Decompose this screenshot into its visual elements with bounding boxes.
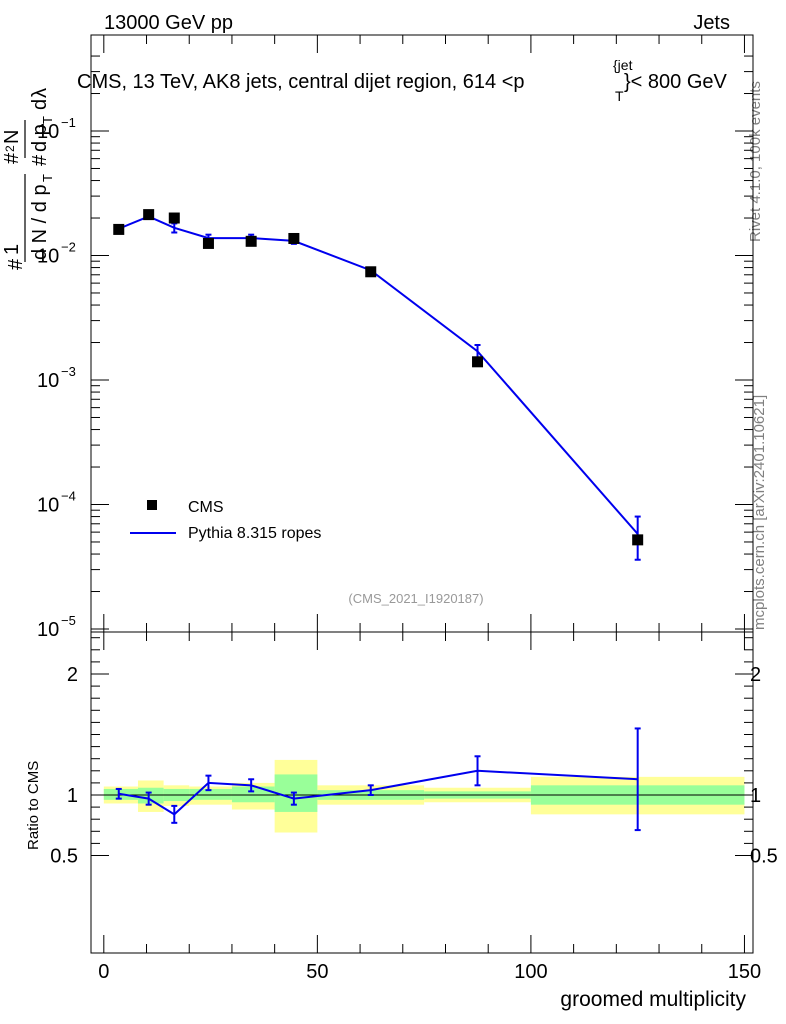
cms-data-point	[632, 534, 644, 546]
title-sup: {jet	[613, 57, 633, 73]
svg-text:2: 2	[3, 145, 17, 152]
title-main: CMS, 13 TeV, AK8 jets, central dijet reg…	[77, 71, 525, 93]
x-tick-label: 150	[728, 961, 761, 983]
y-tick-exponent: −5	[61, 613, 76, 628]
cms-data-point	[245, 235, 257, 247]
legend-cms-marker	[147, 500, 157, 510]
cms-data-point	[143, 209, 155, 221]
svg-text:d N / d p: d N / d p	[29, 184, 51, 260]
ratio-panel: 0.5 0.5 1 1 2 2 0 50 100 150	[50, 631, 778, 983]
legend-cms-label: CMS	[188, 499, 224, 516]
y-tick-exponent: −2	[61, 240, 76, 255]
ratio-frame	[90, 631, 754, 954]
y-tick-label: 10	[37, 121, 59, 143]
legend: CMS Pythia 8.315 ropes	[130, 499, 321, 542]
legend-pythia-label: Pythia 8.315 ropes	[188, 525, 321, 542]
mc-line	[118, 215, 639, 535]
title-end: }< 800 GeV	[624, 71, 728, 93]
uncertainty-band-green	[231, 786, 275, 803]
ratio-y-tick-label: 1	[750, 785, 761, 807]
ratio-y-tick-label: 2	[67, 664, 78, 686]
svg-text:1: 1	[1, 244, 23, 255]
cms-data-point	[168, 212, 180, 224]
title-sub: T	[615, 88, 624, 104]
x-tick-label: 50	[306, 961, 328, 983]
main-panel: 10−510−410−310−210−1	[37, 34, 754, 641]
main-frame	[90, 34, 754, 633]
y-tick-label: 10	[37, 370, 59, 392]
ratio-y-tick-label: 0.5	[50, 846, 78, 868]
y-tick-label: 10	[37, 495, 59, 517]
x-tick-label: 0	[98, 961, 109, 983]
y-tick-exponent: −1	[61, 115, 76, 130]
uncertainty-band-green	[189, 788, 232, 800]
cms-data-point	[113, 223, 125, 235]
svg-text:d p: d p	[29, 124, 51, 152]
x-axis-label: groomed multiplicity	[560, 988, 746, 1011]
analysis-watermark: (CMS_2021_I1920187)	[348, 591, 483, 606]
ratio-y-tick-label: 1	[67, 785, 78, 807]
cms-data-point	[365, 266, 377, 278]
svg-text:λ: λ	[29, 88, 51, 98]
cms-data-point	[202, 237, 214, 249]
y-tick-exponent: −4	[61, 489, 76, 504]
ratio-y-tick-label: 2	[750, 664, 761, 686]
svg-text:#: #	[29, 154, 51, 166]
category-label: Jets	[693, 12, 730, 34]
svg-text:#: #	[5, 258, 27, 270]
svg-text:T: T	[40, 116, 55, 124]
y-tick-label: 10	[37, 619, 59, 641]
svg-text:N: N	[1, 130, 23, 144]
cms-data-point	[288, 232, 300, 244]
ratio-y-tick-label: 0.5	[750, 846, 778, 868]
svg-text:#: #	[1, 152, 23, 164]
uncertainty-band-green	[137, 787, 164, 804]
cms-data-point	[472, 356, 484, 368]
energy-label: 13000 GeV pp	[104, 12, 233, 34]
svg-text:d: d	[0, 169, 3, 180]
plot-title: CMS, 13 TeV, AK8 jets, central dijet reg…	[77, 57, 728, 104]
svg-text:T: T	[40, 174, 55, 182]
svg-text:d: d	[29, 99, 51, 110]
source-label: mcplots.cern.ch [arXiv:2401.10621]	[751, 395, 768, 630]
main-y-label: # 1 d N / d p T # 2 N # d p T d λ d	[0, 88, 55, 270]
x-tick-label: 100	[514, 961, 547, 983]
y-tick-label: 10	[37, 246, 59, 268]
rivet-label: Rivet 4.1.0, 100k events	[747, 81, 764, 242]
ratio-y-label: Ratio to CMS	[25, 761, 42, 850]
y-tick-exponent: −3	[61, 364, 76, 379]
